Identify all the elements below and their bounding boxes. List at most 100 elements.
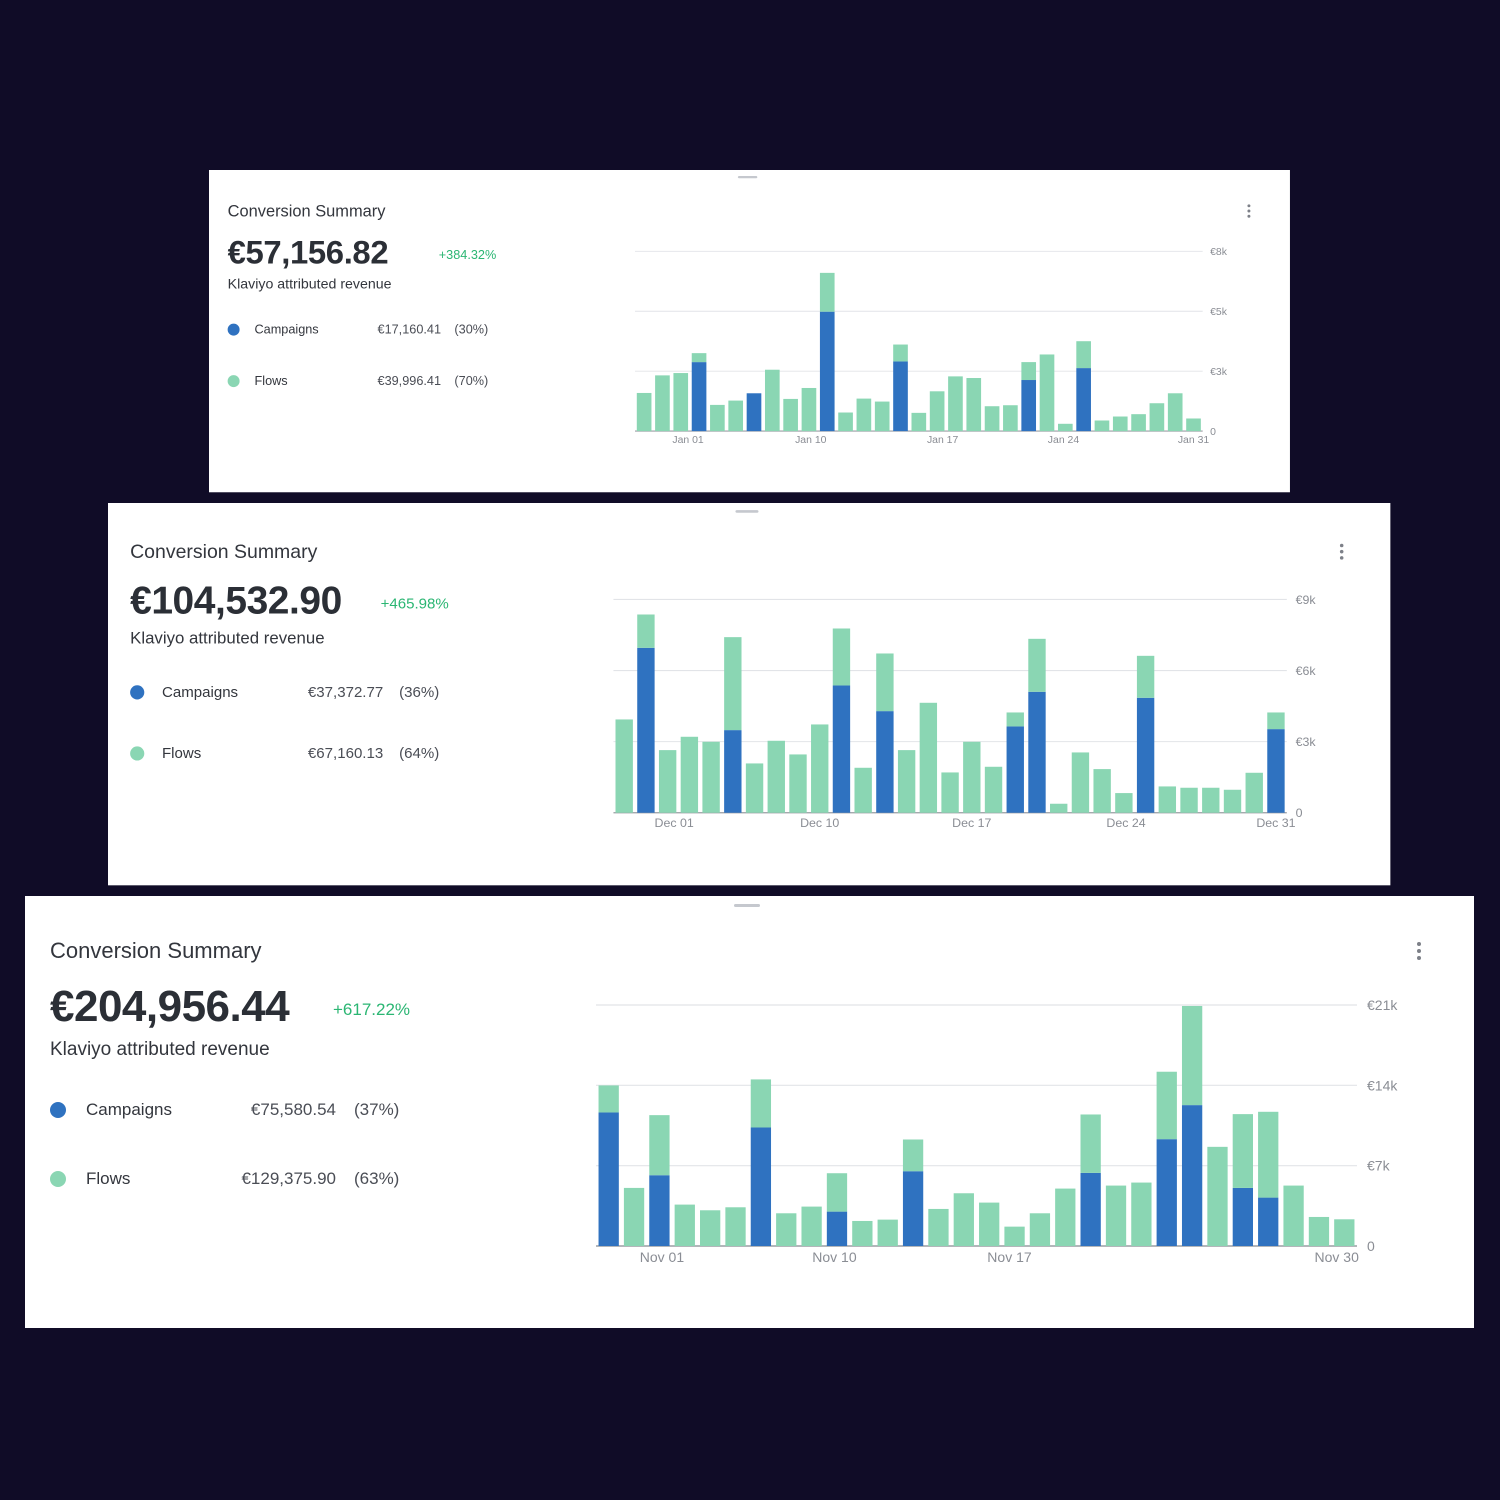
bar-flows xyxy=(874,401,890,432)
card-title: Conversion Summary xyxy=(50,938,262,963)
bar-flows xyxy=(724,637,742,731)
bar-flows xyxy=(1136,655,1155,698)
bar-flows xyxy=(598,1085,619,1113)
legend-value: €75,580.54 xyxy=(250,1100,336,1119)
bar-flows xyxy=(819,272,835,312)
bar-campaigns xyxy=(637,647,655,813)
bar-flows xyxy=(745,763,764,813)
legend-value: €129,375.90 xyxy=(241,1169,336,1188)
card-container: Conversion Summary €104,532.90 +465.98% … xyxy=(108,503,1391,886)
bar-campaigns xyxy=(832,685,851,813)
bar-campaigns xyxy=(746,393,762,432)
bar-flows xyxy=(1071,752,1090,813)
card-container: Conversion Summary €204,956.44 +617.22% … xyxy=(25,896,1474,1328)
bar-flows xyxy=(783,398,798,432)
bar-flows xyxy=(929,391,945,432)
x-tick-label: Jan 17 xyxy=(927,435,959,446)
y-tick-label: €21k xyxy=(1367,997,1398,1013)
conversion-summary-card: Conversion Summary €104,532.90 +465.98% … xyxy=(108,503,1391,886)
legend-row-campaigns: Campaigns €17,160.41 (30%) xyxy=(227,318,511,340)
change-percent: +384.32% xyxy=(438,247,497,262)
bar-flows xyxy=(1156,1071,1177,1140)
campaigns-dot-icon xyxy=(50,1102,66,1118)
bar-flows xyxy=(1180,787,1198,813)
legend-value: €67,160.13 xyxy=(307,744,384,762)
drag-handle[interactable] xyxy=(734,904,760,907)
bar-flows xyxy=(826,1173,848,1212)
bar-flows xyxy=(953,1193,974,1246)
bar-flows xyxy=(1308,1216,1330,1246)
bar-flows xyxy=(984,766,1003,813)
kebab-icon[interactable] xyxy=(1244,203,1253,221)
bar-flows xyxy=(832,628,851,686)
bar-flows xyxy=(811,724,829,813)
bar-campaigns xyxy=(649,1175,670,1246)
bar-flows xyxy=(1334,1219,1355,1246)
revenue-bar-chart: 0 €7k €14k €21k Nov 01 Nov 10 Nov 17 Nov 30 xyxy=(596,997,1398,1265)
legend-row-campaigns: Campaigns €75,580.54 (37%) xyxy=(50,1095,430,1125)
bar-campaigns xyxy=(1267,729,1285,813)
bar-campaigns xyxy=(1076,368,1091,432)
bar-flows xyxy=(1245,772,1263,813)
bar-flows xyxy=(658,750,677,813)
revenue-bar-chart: 0 €3k €5k €8k Jan 01 Jan 10 Jan 17 Jan 24 Jan 31 xyxy=(634,247,1228,446)
y-tick-label: €9k xyxy=(1296,593,1317,607)
drag-handle[interactable] xyxy=(735,510,759,513)
campaigns-dot-icon xyxy=(130,685,145,700)
drag-handle[interactable] xyxy=(737,175,758,179)
bar-campaigns xyxy=(902,1171,924,1246)
bar-flows xyxy=(655,375,670,432)
legend-value: €17,160.41 xyxy=(377,322,442,337)
bar-flows xyxy=(1131,1182,1152,1246)
legend-label: Flows xyxy=(161,744,202,762)
x-tick-label: Dec 31 xyxy=(1256,816,1295,830)
bar-flows xyxy=(1029,1213,1051,1246)
revenue-subtitle: Klaviyo attributed revenue xyxy=(227,276,392,293)
bar-flows xyxy=(854,767,872,813)
bar-flows xyxy=(1115,793,1133,813)
bar-flows xyxy=(852,1220,873,1246)
kebab-icon[interactable] xyxy=(1336,542,1347,563)
legend-row-campaigns: Campaigns €37,372.77 (36%) xyxy=(130,679,466,706)
y-tick-label: 0 xyxy=(1296,806,1303,820)
legend-label: Flows xyxy=(86,1169,131,1188)
bar-flows xyxy=(1131,414,1146,432)
bar-campaigns xyxy=(1181,1105,1203,1246)
bar-flows xyxy=(1039,354,1055,432)
kebab-icon[interactable] xyxy=(1413,940,1425,964)
bar-campaigns xyxy=(1258,1197,1279,1246)
bar-flows xyxy=(1112,416,1128,432)
bar-flows xyxy=(1093,769,1111,813)
flows-dot-icon xyxy=(130,746,145,761)
bar-flows xyxy=(673,373,689,432)
bar-campaigns xyxy=(819,311,835,432)
legend-share: (64%) xyxy=(399,744,440,762)
bar-campaigns xyxy=(876,711,894,813)
x-tick-label: Jan 24 xyxy=(1048,435,1080,446)
y-tick-label: €8k xyxy=(1210,247,1228,258)
bar-flows xyxy=(636,392,652,432)
flows-dot-icon xyxy=(50,1171,66,1187)
bar-campaigns xyxy=(1232,1187,1253,1246)
bar-flows xyxy=(789,754,807,813)
bar-flows xyxy=(1258,1111,1279,1198)
bar-flows xyxy=(637,614,655,648)
bar-flows xyxy=(1006,712,1024,727)
legend-share: (70%) xyxy=(454,373,489,388)
x-tick-label: Jan 10 xyxy=(795,435,827,446)
bar-flows xyxy=(1167,393,1183,432)
bar-flows xyxy=(728,400,744,432)
y-tick-label: 0 xyxy=(1367,1238,1375,1254)
y-tick-label: 0 xyxy=(1210,427,1216,438)
legend-label: Campaigns xyxy=(161,683,239,701)
bar-flows xyxy=(801,387,817,432)
card-container: Conversion Summary €57,156.82 +384.32% K… xyxy=(209,170,1290,493)
legend-label: Campaigns xyxy=(254,322,319,337)
bar-flows xyxy=(1003,405,1018,432)
y-tick-label: €3k xyxy=(1296,735,1317,749)
bar-flows xyxy=(1158,786,1177,813)
x-tick-label: Jan 31 xyxy=(1178,435,1210,446)
bar-flows xyxy=(1181,1005,1203,1106)
y-tick-label: €3k xyxy=(1210,367,1228,378)
bar-flows xyxy=(691,353,707,363)
